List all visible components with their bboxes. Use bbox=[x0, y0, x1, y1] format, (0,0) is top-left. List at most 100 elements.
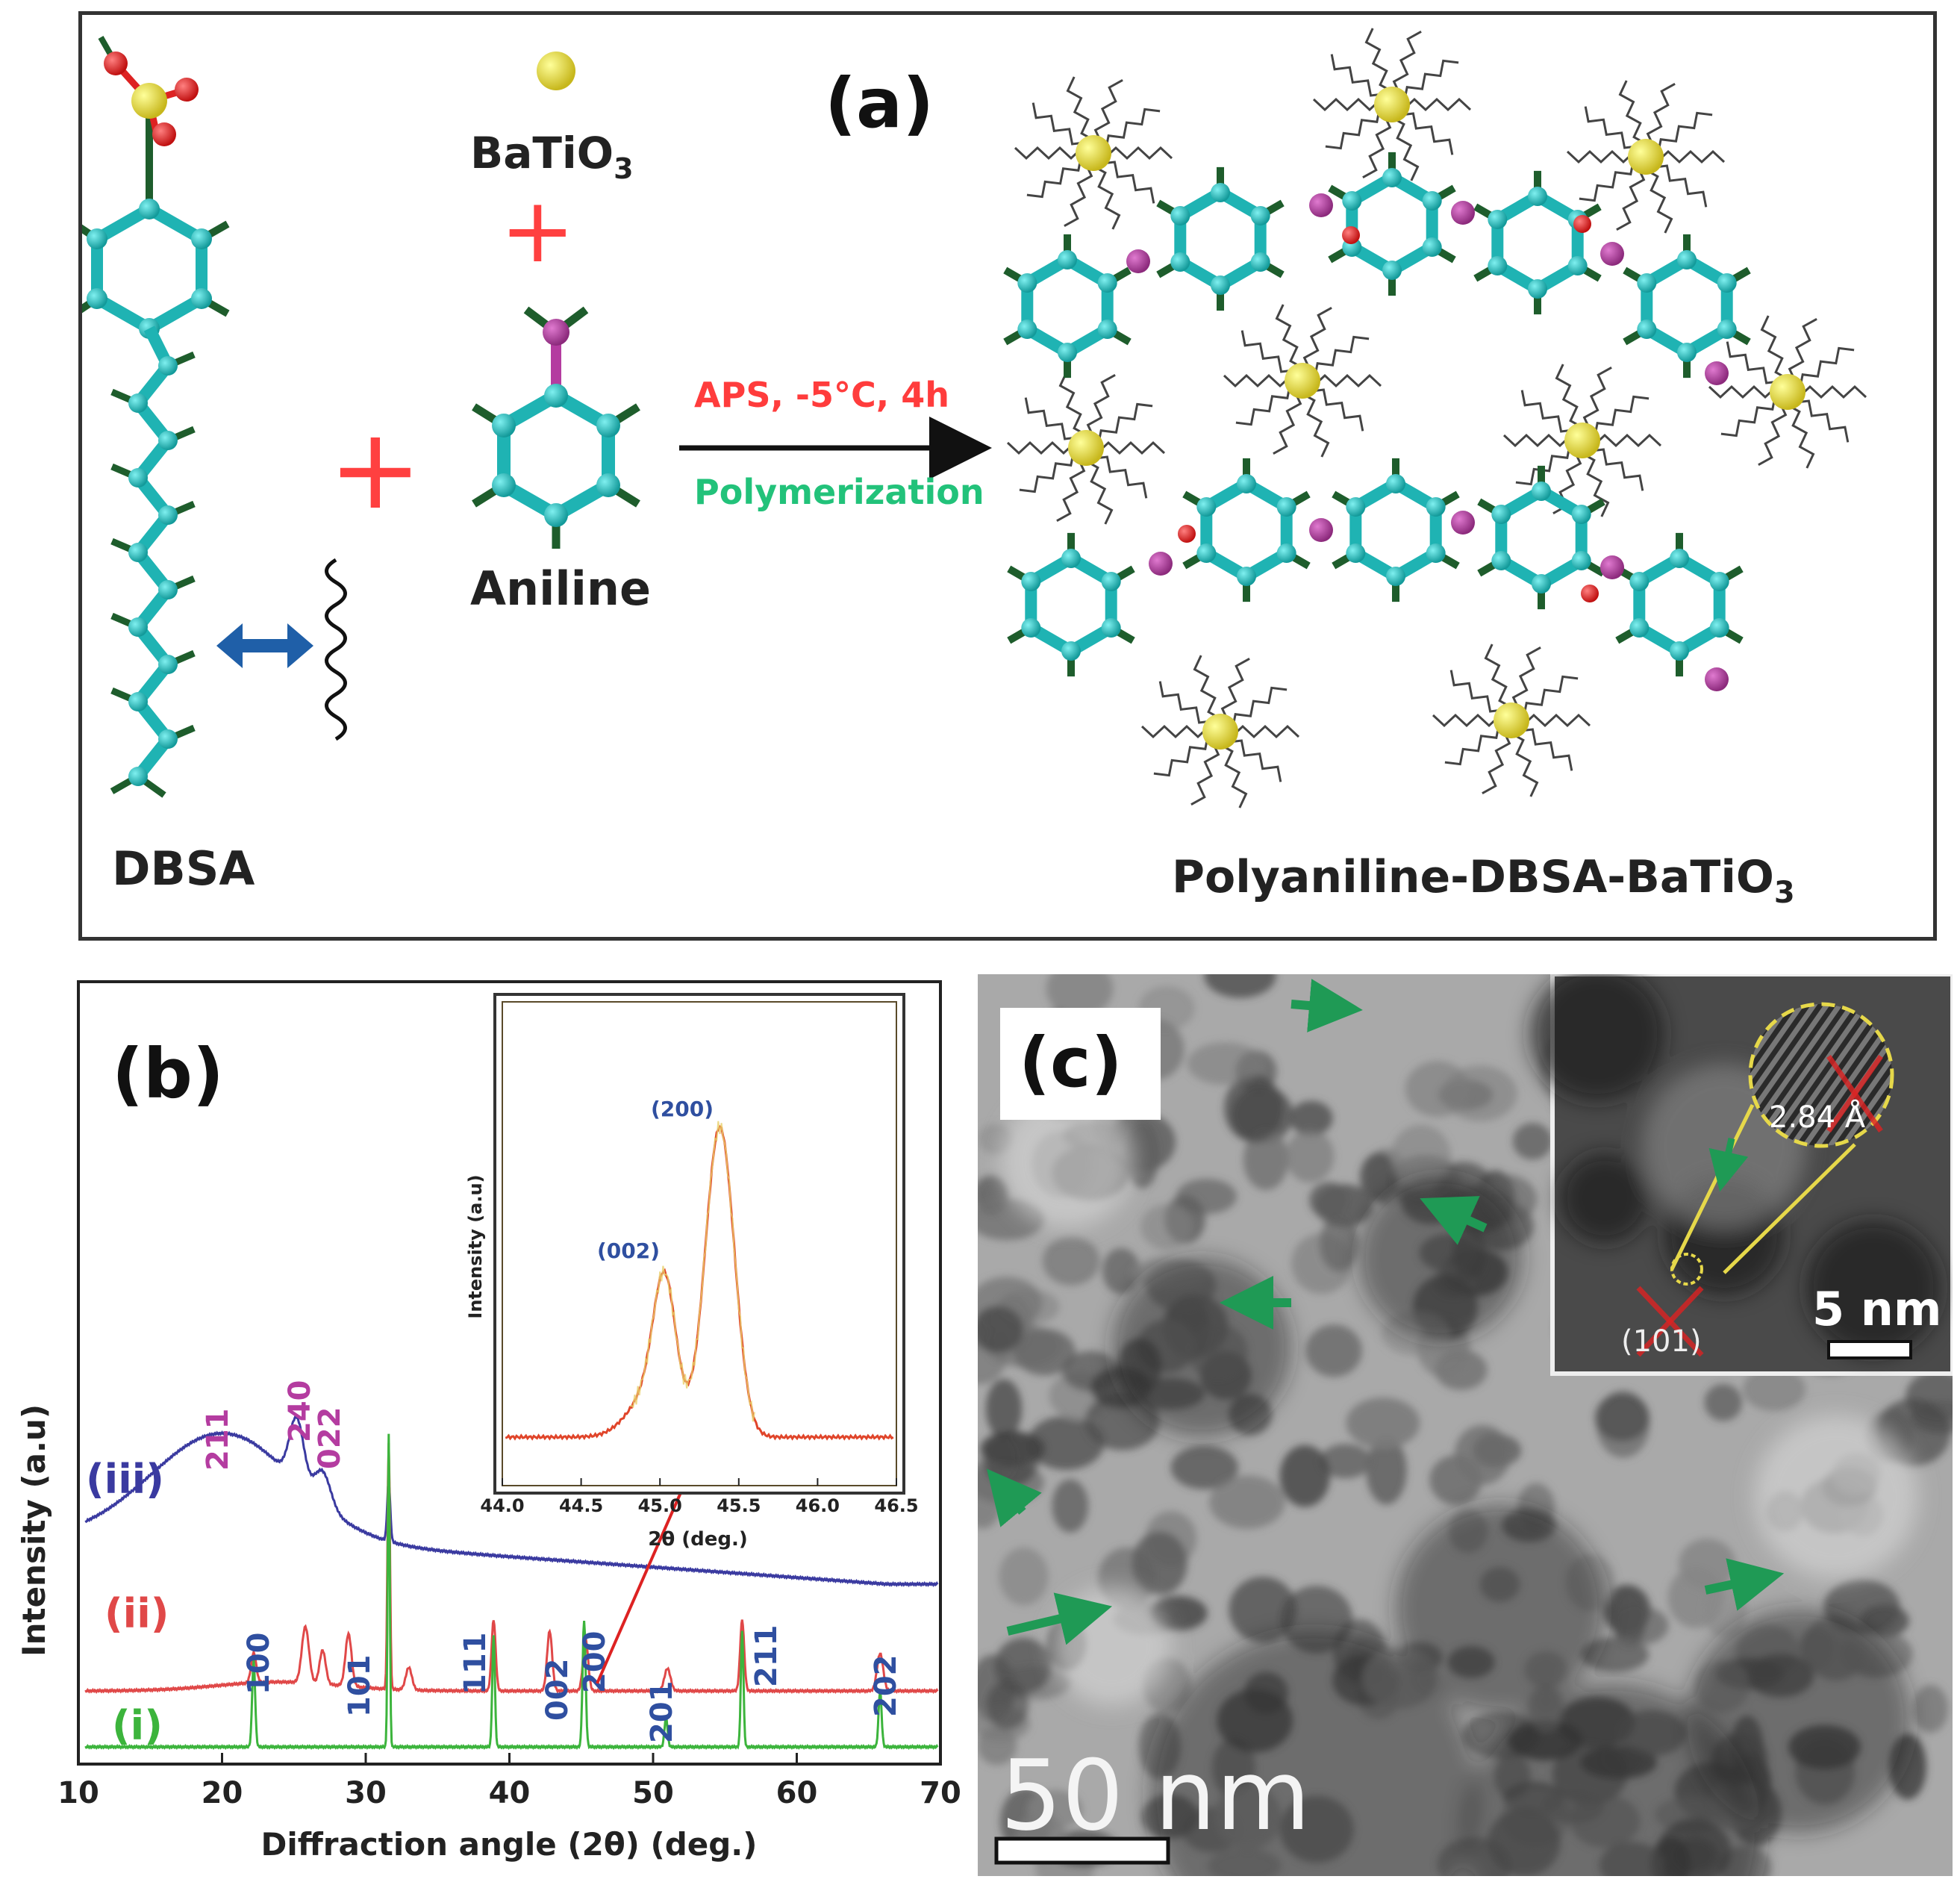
panel-a-label: (a) bbox=[825, 63, 934, 143]
series-label-i: (i) bbox=[112, 1702, 163, 1749]
nitrogen-atom-icon bbox=[1600, 242, 1624, 266]
scheme-panel: (a) bbox=[72, 11, 1937, 941]
proton-icon bbox=[1342, 226, 1360, 244]
batio3-label: BaTiO3 bbox=[470, 128, 634, 185]
peak-labels-i: 100 101 111 002 200 201 211 202 bbox=[242, 1625, 903, 1744]
nitrogen-atom-icon bbox=[1705, 667, 1729, 691]
batio3-star-icon bbox=[1140, 655, 1300, 809]
tem-image: (c) 50 nm 2.84 Å (101) 5 nm bbox=[978, 967, 1955, 1876]
tem-panel: (c) 50 nm 2.84 Å (101) 5 nm bbox=[978, 967, 1955, 1876]
proton-icon bbox=[1178, 525, 1196, 543]
inset-x-label: 2θ (deg.) bbox=[648, 1528, 748, 1551]
inset-y-label: Intensity (a.u) bbox=[465, 1174, 486, 1318]
batio3-star-icon bbox=[1708, 315, 1867, 469]
peak-label: 002 bbox=[540, 1659, 575, 1722]
y-axis-label: Intensity (a.u) bbox=[16, 1404, 52, 1657]
pointer-arrow-icon bbox=[1420, 1196, 1488, 1245]
nitrogen-atom-icon bbox=[1451, 201, 1475, 225]
series-label-ii: (ii) bbox=[104, 1590, 169, 1637]
x-axis-ticks: 10 20 30 40 50 60 70 bbox=[57, 1753, 961, 1810]
nitrogen-atom-icon bbox=[1600, 555, 1624, 579]
x-tick-label: 70 bbox=[920, 1776, 961, 1810]
proton-icon bbox=[1581, 585, 1599, 602]
inset-x-ticks: 44.0 44.5 45.0 45.5 46.0 46.5 bbox=[480, 1478, 919, 1516]
series-i-curve bbox=[84, 1433, 939, 1751]
series-ii-curve bbox=[84, 1443, 939, 1695]
benzene-ring-icon bbox=[1332, 458, 1460, 602]
peak-label: 240 bbox=[283, 1380, 317, 1443]
wavy-chain-icon bbox=[325, 558, 347, 741]
inset-x-tick-label: 45.0 bbox=[638, 1495, 682, 1516]
benzene-ring-icon bbox=[1003, 234, 1132, 378]
scale-bar-main-label: 50 nm bbox=[1000, 1739, 1311, 1852]
x-tick-label: 50 bbox=[632, 1776, 674, 1810]
peak-label: 100 bbox=[242, 1633, 276, 1695]
nitrogen-atom-icon bbox=[1309, 518, 1333, 542]
xrd-panel: (b) Intensity (a.u) Diffraction angle (2… bbox=[0, 971, 970, 1885]
scale-bar-inset bbox=[1827, 1340, 1912, 1359]
benzene-ring-icon bbox=[1473, 170, 1602, 315]
peak-label: 211 bbox=[201, 1409, 235, 1471]
batio3-star-icon bbox=[1502, 364, 1662, 517]
benzene-ring-icon bbox=[1328, 152, 1456, 296]
inset-chart: (200) (002) Intensity (a.u) 44.0 44.5 45.0… bbox=[465, 993, 919, 1551]
inset-x-tick-label: 44.0 bbox=[480, 1495, 524, 1516]
benzene-ring-icon bbox=[1007, 532, 1135, 677]
pointer-arrow-icon bbox=[1006, 1592, 1113, 1645]
benzene-ring-icon bbox=[1623, 234, 1751, 378]
x-tick-label: 40 bbox=[489, 1776, 531, 1810]
nitrogen-atom-icon bbox=[1451, 511, 1475, 535]
process-label: Polymerization bbox=[694, 472, 984, 512]
dbsa-molecule bbox=[72, 36, 230, 798]
batio3-star-icon bbox=[1312, 28, 1472, 181]
benzene-ring-icon bbox=[1477, 465, 1605, 610]
series-label-iii: (iii) bbox=[86, 1456, 164, 1503]
peak-label: 022 bbox=[313, 1407, 347, 1470]
batio3-star-icon bbox=[1432, 644, 1591, 797]
pointer-arrow-icon bbox=[1704, 1558, 1785, 1611]
green-arrows bbox=[986, 979, 1785, 1645]
plane-label: (101) bbox=[1621, 1324, 1702, 1359]
batio3-star-icon bbox=[1006, 371, 1166, 525]
pointer-arrow-icon bbox=[986, 1468, 1042, 1527]
peak-label: 211 bbox=[749, 1625, 784, 1688]
product-network bbox=[1003, 28, 1867, 809]
double-arrow-icon bbox=[216, 623, 313, 668]
plus-sign: + bbox=[328, 405, 422, 535]
reaction-conditions: APS, -5°C, 4h bbox=[694, 375, 949, 415]
batio3-star-icon bbox=[1223, 304, 1382, 458]
nitrogen-atom-icon bbox=[1126, 249, 1150, 273]
benzene-ring-icon bbox=[1182, 458, 1311, 602]
xrd-chart: (b) Intensity (a.u) Diffraction angle (2… bbox=[16, 980, 961, 1863]
batio3-particle-icon bbox=[537, 52, 575, 90]
x-tick-label: 10 bbox=[57, 1776, 99, 1810]
hrtem-inset: 2.84 Å (101) 5 nm bbox=[1530, 967, 1955, 1376]
peak-label: 202 bbox=[869, 1655, 903, 1718]
peak-labels-iii: 211 240 022 bbox=[201, 1380, 347, 1471]
panel-c-label: (c) bbox=[1019, 1023, 1123, 1103]
x-tick-label: 20 bbox=[202, 1776, 243, 1810]
x-tick-label: 60 bbox=[776, 1776, 818, 1810]
inset-x-tick-label: 45.5 bbox=[717, 1495, 761, 1516]
benzene-ring-icon bbox=[1156, 166, 1285, 311]
batio3-star-icon bbox=[1014, 76, 1173, 230]
inset-fit-curve bbox=[630, 1121, 755, 1422]
aniline-label: Aniline bbox=[470, 561, 651, 616]
benzene-ring-icon bbox=[1615, 532, 1744, 677]
lattice-fringes bbox=[1750, 1004, 1892, 1146]
inset-x-tick-label: 46.0 bbox=[796, 1495, 840, 1516]
inset-peak-label: (200) bbox=[651, 1097, 714, 1121]
dbsa-label: DBSA bbox=[112, 841, 255, 896]
product-label: Polyaniline-DBSA-BaTiO3 bbox=[1172, 851, 1795, 910]
d-spacing-label: 2.84 Å bbox=[1769, 1099, 1866, 1135]
inset-peak-label: (002) bbox=[597, 1239, 660, 1263]
panel-b-label: (b) bbox=[112, 1034, 224, 1114]
x-tick-label: 30 bbox=[345, 1776, 387, 1810]
nitrogen-atom-icon bbox=[1705, 361, 1729, 385]
proton-icon bbox=[1573, 215, 1591, 233]
nitrogen-atom-icon bbox=[1149, 552, 1173, 576]
synthesis-scheme: (a) bbox=[72, 28, 1867, 910]
batio3-star-icon bbox=[1566, 80, 1726, 234]
plus-sign: + bbox=[500, 179, 575, 283]
aniline-molecule bbox=[472, 306, 640, 549]
